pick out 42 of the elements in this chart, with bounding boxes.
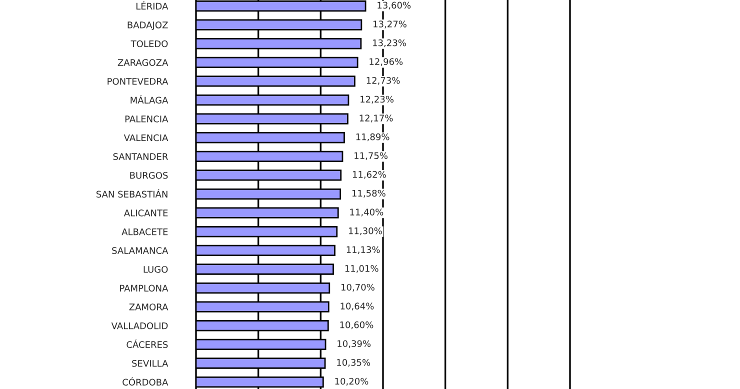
data-label: 11,01% bbox=[345, 265, 378, 273]
data-label: 10,60% bbox=[340, 321, 374, 330]
y-tick-label: LÉRIDA bbox=[136, 1, 168, 10]
data-label: 11,75% bbox=[354, 152, 388, 160]
data-label: 10,64% bbox=[340, 302, 374, 310]
y-tick-label: SEVILLA bbox=[132, 360, 168, 367]
data-label: 11,58% bbox=[352, 190, 386, 198]
y-tick-label: CÓRDOBA bbox=[122, 377, 168, 386]
data-label: 10,70% bbox=[341, 284, 374, 292]
y-tick-label: MÁLAGA bbox=[130, 95, 168, 104]
data-label: 11,62% bbox=[352, 171, 386, 179]
data-label: 12,73% bbox=[366, 77, 400, 85]
y-tick-label: VALENCIA bbox=[124, 134, 168, 142]
y-tick-label: CÁCERES bbox=[126, 340, 168, 348]
data-label: 11,13% bbox=[346, 246, 380, 254]
y-tick-label: SALAMANCA bbox=[112, 247, 168, 254]
y-tick-label: PONTEVEDRA bbox=[108, 78, 168, 85]
data-label: 13,27% bbox=[374, 20, 406, 28]
y-tick-label: TOLEDO bbox=[130, 40, 168, 48]
data-label: 12,23% bbox=[360, 96, 394, 104]
data-label: 12,17% bbox=[360, 114, 393, 122]
y-tick-label: SANTANDER bbox=[113, 153, 168, 160]
data-label: 13,23% bbox=[373, 39, 406, 48]
data-label: 13,60% bbox=[378, 2, 411, 10]
y-tick-label: ZAMORA bbox=[129, 304, 168, 310]
data-label: 11,40% bbox=[350, 208, 384, 216]
data-label: 10,20% bbox=[335, 378, 368, 386]
data-label: 12,96% bbox=[370, 58, 403, 66]
y-tick-label: ALBACETE bbox=[122, 228, 168, 236]
y-tick-label: LUGO bbox=[144, 266, 168, 273]
data-label: 11,30% bbox=[348, 227, 382, 236]
data-label: 10,39% bbox=[338, 340, 371, 348]
y-tick-label: PALENCIA bbox=[125, 116, 168, 122]
y-tick-label: VALLADOLID bbox=[111, 322, 168, 330]
data-label: 11,89% bbox=[356, 133, 390, 142]
data-label: 10,35% bbox=[337, 359, 370, 367]
y-tick-label: SAN SEBASTIÁN bbox=[96, 189, 168, 198]
y-tick-label: ZARAGOZA bbox=[118, 59, 168, 66]
y-tick-label: PAMPLONA bbox=[120, 284, 168, 292]
y-tick-label: BURGOS bbox=[130, 172, 168, 179]
y-tick-label: BADAJOZ bbox=[128, 22, 168, 30]
y-tick-label: ALICANTE bbox=[124, 210, 168, 216]
